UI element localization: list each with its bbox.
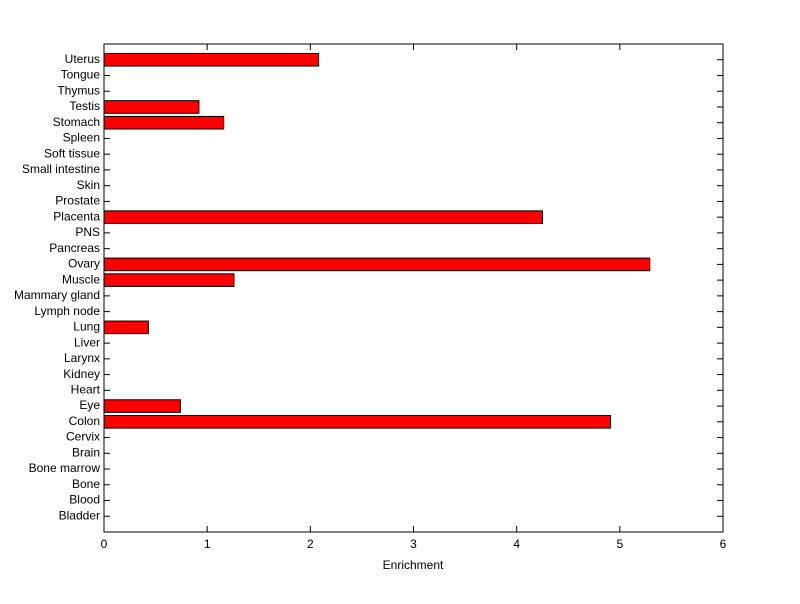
y-tick-label: Placenta bbox=[53, 209, 100, 223]
y-tick-label: Mammary gland bbox=[14, 288, 100, 302]
y-tick-label: Stomach bbox=[53, 115, 100, 129]
x-tick-label: 1 bbox=[204, 537, 211, 551]
y-tick-label: Skin bbox=[77, 178, 100, 192]
y-tick-label: Brain bbox=[72, 445, 100, 459]
x-tick-label: 3 bbox=[410, 537, 417, 551]
y-tick-label: Pancreas bbox=[49, 241, 100, 255]
y-tick-label: Cervix bbox=[66, 430, 100, 444]
y-tick-label: Lung bbox=[73, 320, 100, 334]
y-tick-label: Lymph node bbox=[34, 304, 100, 318]
x-tick-label: 4 bbox=[513, 537, 520, 551]
y-tick-label: Bladder bbox=[59, 508, 100, 522]
bar bbox=[103, 210, 543, 224]
y-tick-label: Prostate bbox=[55, 194, 100, 208]
x-tick-label: 0 bbox=[101, 537, 108, 551]
y-tick-label: Testis bbox=[69, 99, 100, 113]
y-tick-label: Bone marrow bbox=[29, 461, 101, 475]
bar bbox=[103, 273, 235, 287]
bar bbox=[103, 257, 651, 272]
x-tick-label: 2 bbox=[307, 537, 314, 551]
y-tick-label: Larynx bbox=[64, 351, 100, 365]
bar bbox=[103, 399, 181, 413]
x-axis-label: Enrichment bbox=[383, 558, 444, 572]
y-tick-label: Ovary bbox=[68, 257, 100, 271]
bar bbox=[103, 415, 612, 429]
y-tick-label: Colon bbox=[69, 414, 100, 428]
y-tick-label: Uterus bbox=[65, 52, 100, 66]
bar bbox=[103, 100, 200, 114]
y-tick-label: Kidney bbox=[63, 367, 100, 381]
y-tick-label: PNS bbox=[75, 225, 100, 239]
y-tick-label: Heart bbox=[71, 382, 101, 396]
y-tick-label: Blood bbox=[69, 493, 100, 507]
bar bbox=[103, 320, 149, 335]
x-tick-label: 5 bbox=[616, 537, 623, 551]
y-tick-label: Muscle bbox=[62, 272, 100, 286]
y-tick-label: Eye bbox=[79, 398, 100, 412]
bar bbox=[103, 52, 320, 67]
y-tick-label: Small intestine bbox=[22, 162, 100, 176]
y-tick-label: Soft tissue bbox=[44, 146, 100, 160]
y-tick-label: Liver bbox=[74, 335, 100, 349]
y-tick-label: Bone bbox=[72, 477, 100, 491]
y-tick-label: Tongue bbox=[61, 68, 101, 82]
y-tick-label: Thymus bbox=[57, 83, 100, 97]
x-tick-label: 6 bbox=[720, 537, 727, 551]
y-tick-label: Spleen bbox=[63, 131, 100, 145]
bar bbox=[103, 115, 225, 130]
